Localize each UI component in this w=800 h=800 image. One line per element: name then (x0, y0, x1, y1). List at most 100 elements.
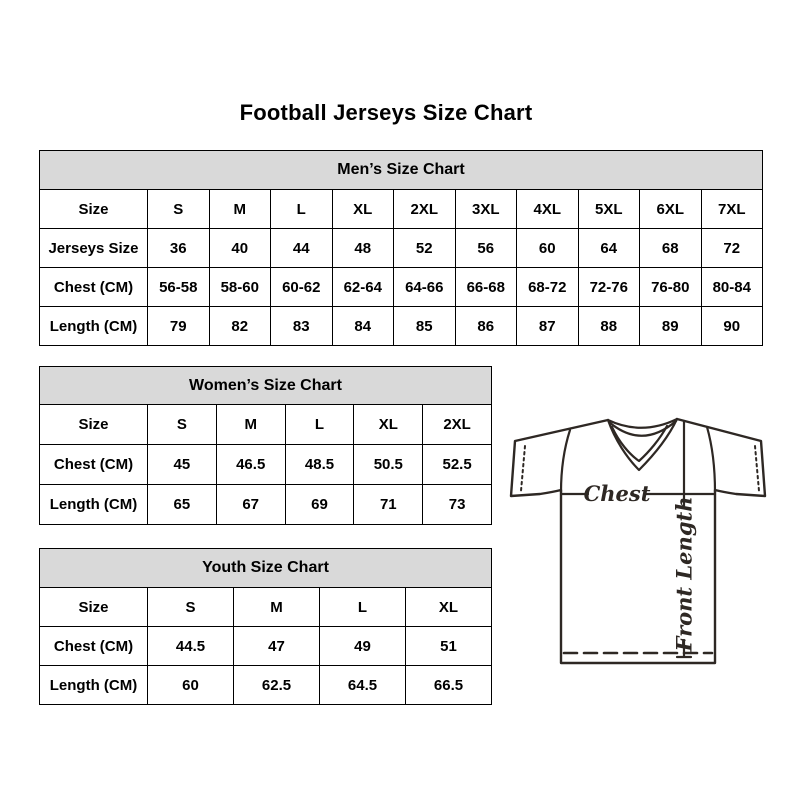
vneck-inner (610, 424, 669, 463)
value-cell: 58-60 (208, 267, 271, 307)
table-row: Men’s Size Chart (39, 150, 763, 190)
table-section-title: Women’s Size Chart (39, 366, 492, 405)
value-cell: S (147, 189, 210, 229)
value-cell: 64.5 (319, 665, 406, 705)
value-cell: 79 (147, 306, 210, 346)
table-row: Length (CM) 79 82 83 84 85 86 87 88 89 9… (39, 306, 763, 346)
value-cell: XL (405, 587, 492, 627)
table-row: Chest (CM) 56-58 58-60 60-62 62-64 64-66… (39, 267, 763, 307)
value-cell: 90 (700, 306, 763, 346)
value-cell: 80-84 (700, 267, 763, 307)
value-cell: 64 (577, 228, 640, 268)
value-cell: S (147, 404, 217, 445)
value-cell: M (233, 587, 320, 627)
youth-size-table: Youth Size Chart Size S M L XL Chest (CM… (39, 548, 492, 705)
value-cell: 86 (454, 306, 517, 346)
value-cell: 82 (208, 306, 271, 346)
table-row: Chest (CM) 44.5 47 49 51 (39, 626, 492, 666)
value-cell: M (208, 189, 271, 229)
value-cell: 44.5 (147, 626, 234, 666)
value-cell: 65 (147, 484, 217, 525)
value-cell: 48.5 (284, 444, 355, 485)
value-cell: 5XL (577, 189, 640, 229)
value-cell: 66-68 (454, 267, 517, 307)
value-cell: 67 (215, 484, 286, 525)
value-cell: L (319, 587, 406, 627)
value-cell: 44 (270, 228, 333, 268)
value-cell: 68-72 (516, 267, 579, 307)
table-row: Size S M L XL 2XL 3XL 4XL 5XL 6XL 7XL (39, 189, 763, 229)
value-cell: 36 (147, 228, 210, 268)
left-armhole-seam (559, 428, 572, 494)
table-section-title: Youth Size Chart (39, 548, 492, 588)
value-cell: S (147, 587, 234, 627)
value-cell: 62.5 (233, 665, 320, 705)
table-row: Length (CM) 60 62.5 64.5 66.5 (39, 665, 492, 705)
value-cell: 69 (284, 484, 355, 525)
row-label-cell: Size (39, 189, 148, 229)
value-cell: 46.5 (215, 444, 286, 485)
value-cell: 84 (331, 306, 394, 346)
value-cell: 68 (639, 228, 702, 268)
jersey-diagram: Chest Front Length (509, 417, 767, 665)
value-cell: 2XL (393, 189, 456, 229)
collar-back-arc-icon (606, 417, 679, 429)
value-cell: 72 (700, 228, 763, 268)
value-cell: L (270, 189, 333, 229)
value-cell: 56 (454, 228, 517, 268)
row-label-cell: Chest (CM) (39, 626, 148, 666)
table-row: Chest (CM) 45 46.5 48.5 50.5 52.5 (39, 444, 492, 485)
value-cell: 60 (516, 228, 579, 268)
value-cell: 47 (233, 626, 320, 666)
value-cell: 2XL (422, 404, 492, 445)
value-cell: 50.5 (353, 444, 424, 485)
right-cuff-dotted-line (754, 445, 760, 492)
value-cell: 40 (208, 228, 271, 268)
row-label-cell: Length (CM) (39, 484, 148, 525)
table-row: Size S M L XL (39, 587, 492, 627)
chest-label: Chest (584, 481, 651, 506)
table-row: Jerseys Size 36 40 44 48 52 56 60 64 68 … (39, 228, 763, 268)
table-row: Size S M L XL 2XL (39, 404, 492, 445)
value-cell: 60 (147, 665, 234, 705)
value-cell: 4XL (516, 189, 579, 229)
value-cell: 52 (393, 228, 456, 268)
value-cell: 85 (393, 306, 456, 346)
value-cell: 83 (270, 306, 333, 346)
row-label-cell: Size (39, 587, 148, 627)
value-cell: 6XL (639, 189, 702, 229)
right-armhole-seam (705, 425, 717, 494)
row-label-cell: Length (CM) (39, 665, 148, 705)
row-label-cell: Length (CM) (39, 306, 148, 346)
jersey-outline (509, 417, 767, 665)
value-cell: 56-58 (147, 267, 210, 307)
table-section-title: Men’s Size Chart (39, 150, 763, 190)
value-cell: 7XL (700, 189, 763, 229)
womens-size-table: Women’s Size Chart Size S M L XL 2XL Che… (39, 366, 492, 525)
value-cell: M (215, 404, 286, 445)
value-cell: 72-76 (577, 267, 640, 307)
table-row: Women’s Size Chart (39, 366, 492, 405)
value-cell: 64-66 (393, 267, 456, 307)
left-cuff-dotted-line (520, 445, 526, 492)
collar-band-arc-icon (607, 419, 678, 437)
value-cell: 89 (639, 306, 702, 346)
value-cell: 66.5 (405, 665, 492, 705)
row-label-cell: Chest (CM) (39, 267, 148, 307)
value-cell: 52.5 (422, 444, 492, 485)
value-cell: 45 (147, 444, 217, 485)
value-cell: 71 (353, 484, 424, 525)
row-label-cell: Size (39, 404, 148, 445)
value-cell: 76-80 (639, 267, 702, 307)
value-cell: 60-62 (270, 267, 333, 307)
value-cell: 3XL (454, 189, 517, 229)
value-cell: 88 (577, 306, 640, 346)
value-cell: 87 (516, 306, 579, 346)
mens-size-table: Men’s Size Chart Size S M L XL 2XL 3XL 4… (39, 150, 763, 346)
value-cell: 62-64 (331, 267, 394, 307)
vneck-outer (606, 417, 679, 472)
row-label-cell: Jerseys Size (39, 228, 148, 268)
row-label-cell: Chest (CM) (39, 444, 148, 485)
front-length-label: Front Length (672, 497, 697, 653)
